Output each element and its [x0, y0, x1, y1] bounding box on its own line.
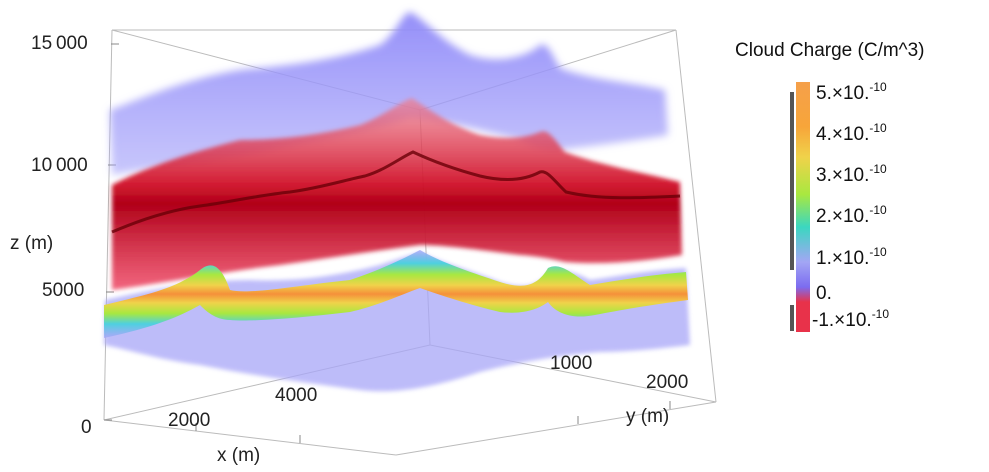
colorbar-label: 0. [816, 283, 832, 305]
colorbar-label-exp: -10 [869, 121, 887, 135]
upper-charge-layer [110, 12, 668, 175]
z-tick-10000: 10 000 [31, 155, 88, 176]
y-axis-label: y (m) [626, 406, 670, 427]
colorbar-label: 3.×10.-10 [816, 162, 887, 187]
colorbar-label: 4.×10.-10 [816, 121, 887, 146]
colorbar-label: 5.×10.-10 [816, 80, 887, 105]
z-tick-0: 0 [81, 417, 92, 438]
lower-charge-layer [104, 250, 690, 392]
z-tick-15000: 15 000 [31, 33, 88, 54]
colorbar-label-base: 0. [816, 283, 832, 304]
x-tick-2000: 2000 [168, 410, 211, 431]
colorbar-label: 2.×10.-10 [816, 203, 887, 228]
legend-title: Cloud Charge (C/m^3) [735, 40, 925, 61]
x-tick-4000: 4000 [275, 385, 318, 406]
x-axis-label: x (m) [217, 445, 261, 466]
colorbar-label-exp: -10 [871, 307, 890, 321]
colorbar [790, 82, 810, 332]
middle-charge-layer [111, 98, 682, 290]
colorbar-label-base: 5.×10. [816, 83, 870, 104]
colorbar-label-base: 1.×10. [816, 248, 870, 269]
colorbar-label-base: 2.×10. [816, 206, 870, 227]
colorbar-label: 1.×10.-10 [816, 245, 887, 270]
colorbar-label-exp: -10 [869, 245, 887, 259]
colorbar-label-exp: -10 [869, 162, 887, 176]
z-tick-5000: 5000 [42, 280, 85, 301]
colorbar-label-exp: -10 [869, 80, 887, 94]
y-tick-2000: 2000 [646, 372, 689, 393]
y-tick-1000: 1000 [550, 353, 593, 374]
colorbar-label-base: 3.×10. [816, 165, 870, 186]
colorbar-label-exp: -10 [869, 203, 887, 217]
colorbar-label-base: 4.×10. [816, 124, 870, 145]
colorbar-label-base: -1.×10. [812, 310, 872, 331]
z-axis-label: z (m) [10, 233, 54, 254]
colorbar-label: -1.×10.-10 [812, 307, 889, 332]
